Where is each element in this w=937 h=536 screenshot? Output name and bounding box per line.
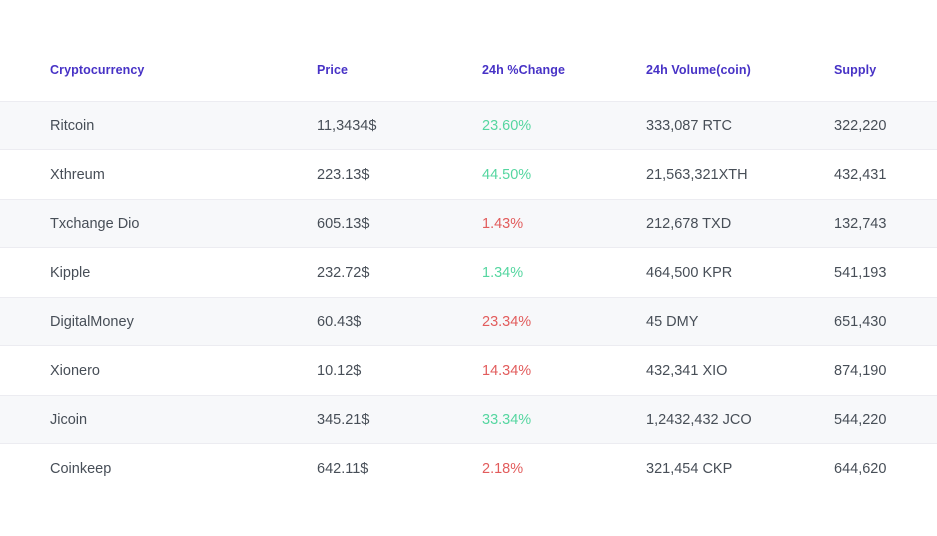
table-row[interactable]: Kipple 232.72$ 1.34% 464,500 KPR 541,193: [0, 248, 937, 297]
cell-cryptocurrency-name: Txchange Dio: [50, 215, 140, 232]
cell-cryptocurrency-name: Coinkeep: [50, 460, 112, 477]
table-row[interactable]: DigitalMoney 60.43$ 23.34% 45 DMY 651,430: [0, 297, 937, 346]
table-header-row: Cryptocurrency Price 24h %Change 24h Vol…: [0, 0, 937, 101]
cell-24h-change: 1.34%: [482, 264, 524, 281]
cell-cryptocurrency-name: Kipple: [50, 264, 91, 281]
table-row[interactable]: Jicoin 345.21$ 33.34% 1,2432,432 JCO 544,220: [0, 395, 937, 444]
cell-24h-change: 1.43%: [482, 215, 524, 232]
cell-24h-change: 44.50%: [482, 166, 532, 183]
table-row[interactable]: Coinkeep 642.11$ 2.18% 321,454 CKP 644,620: [0, 444, 937, 493]
cell-supply: 651,430: [834, 313, 887, 330]
cell-price: 223.13$: [317, 166, 370, 183]
cell-supply: 644,620: [834, 460, 887, 477]
cell-24h-volume: 212,678 TXD: [646, 215, 732, 232]
cell-cryptocurrency-name: Jicoin: [50, 411, 88, 428]
cell-cryptocurrency-name: Xionero: [50, 362, 100, 379]
cell-24h-volume: 432,341 XIO: [646, 362, 728, 379]
table-row[interactable]: Xthreum 223.13$ 44.50% 21,563,321XTH 432,431: [0, 150, 937, 199]
table-row[interactable]: Xionero 10.12$ 14.34% 432,341 XIO 874,190: [0, 346, 937, 395]
cell-price: 11,3434$: [317, 117, 377, 134]
cell-cryptocurrency-name: DigitalMoney: [50, 313, 134, 330]
cell-price: 232.72$: [317, 264, 370, 281]
cell-24h-change: 2.18%: [482, 460, 524, 477]
cell-24h-volume: 45 DMY: [646, 313, 699, 330]
cell-supply: 874,190: [834, 362, 887, 379]
cell-price: 10.12$: [317, 362, 362, 379]
cell-24h-change: 14.34%: [482, 362, 532, 379]
cell-supply: 432,431: [834, 166, 887, 183]
column-header-24h-change: 24h %Change: [482, 63, 566, 77]
cell-supply: 541,193: [834, 264, 887, 281]
crypto-table: Cryptocurrency Price 24h %Change 24h Vol…: [0, 0, 937, 493]
column-header-price: Price: [317, 63, 349, 77]
cell-price: 345.21$: [317, 411, 370, 428]
column-header-24h-volume: 24h Volume(coin): [646, 63, 751, 77]
cell-24h-change: 23.60%: [482, 117, 532, 134]
cell-cryptocurrency-name: Ritcoin: [50, 117, 95, 134]
table-body: Ritcoin 11,3434$ 23.60% 333,087 RTC 322,220 X…: [0, 101, 937, 493]
column-header-supply: Supply: [834, 63, 877, 77]
table-row[interactable]: Ritcoin 11,3434$ 23.60% 333,087 RTC 322,220: [0, 101, 937, 150]
cell-24h-change: 33.34%: [482, 411, 532, 428]
table-row[interactable]: Txchange Dio 605.13$ 1.43% 212,678 TXD 132,7…: [0, 199, 937, 248]
cell-supply: 132,743: [834, 215, 887, 232]
cell-price: 605.13$: [317, 215, 370, 232]
cell-24h-change: 23.34%: [482, 313, 532, 330]
cell-24h-volume: 464,500 KPR: [646, 264, 733, 281]
cell-24h-volume: 1,2432,432 JCO: [646, 411, 752, 428]
cell-24h-volume: 21,563,321XTH: [646, 166, 748, 183]
cell-24h-volume: 333,087 RTC: [646, 117, 732, 134]
cell-supply: 544,220: [834, 411, 887, 428]
cell-cryptocurrency-name: Xthreum: [50, 166, 105, 183]
cell-supply: 322,220: [834, 117, 887, 134]
cell-24h-volume: 321,454 CKP: [646, 460, 733, 477]
cell-price: 642.11$: [317, 460, 369, 477]
cell-price: 60.43$: [317, 313, 362, 330]
column-header-cryptocurrency: Cryptocurrency: [50, 63, 145, 77]
